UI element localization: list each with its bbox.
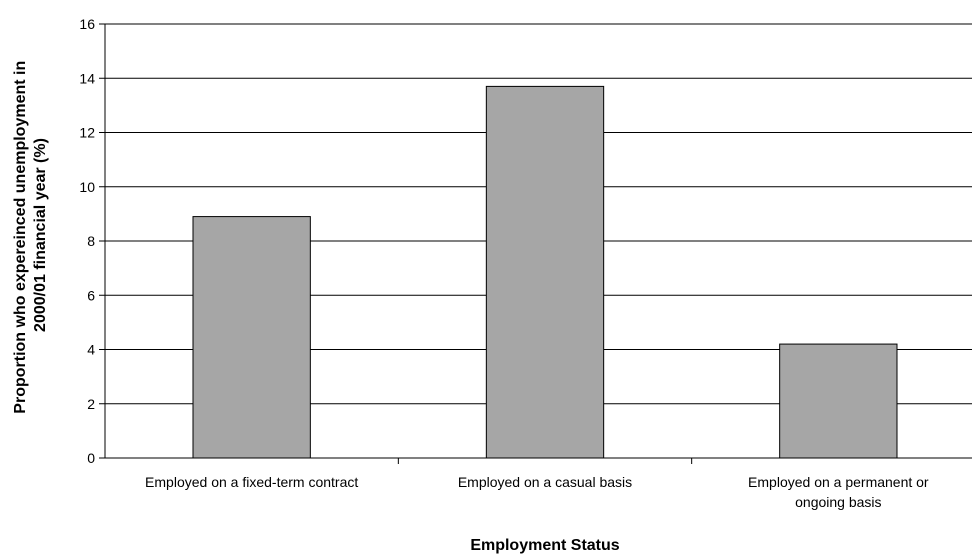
x-category-label-line: Employed on a casual basis: [458, 474, 632, 490]
axes: [99, 23, 972, 464]
x-category-label-line: Employed on a permanent or: [748, 474, 929, 490]
x-category-labels: Employed on a fixed-term contract Employe…: [145, 474, 929, 510]
y-axis-title: Proportion who expereinced unemployment …: [12, 56, 49, 413]
y-tick-label: 10: [79, 179, 95, 195]
y-tick-label: 0: [87, 450, 95, 466]
y-tick-labels: 0 2 4 6 8 10 12 14 16: [79, 16, 95, 466]
bars: [192, 85, 898, 459]
y-tick-label: 6: [87, 287, 95, 303]
y-tick-label: 14: [79, 70, 95, 86]
y-tick-label: 2: [87, 396, 95, 412]
x-axis-title: Employment Status: [470, 537, 619, 554]
y-axis-title-line-2: 2000/01 financial year (%): [32, 138, 49, 332]
x-category-label: Employed on a permanent or ongoing basis: [748, 474, 929, 510]
x-category-label: Employed on a casual basis: [458, 474, 632, 490]
y-tick-label: 12: [79, 125, 95, 141]
bar: [779, 343, 898, 459]
y-tick-label: 4: [87, 342, 95, 358]
x-category-label: Employed on a fixed-term contract: [145, 474, 358, 490]
bar: [485, 85, 605, 459]
x-category-label-line: ongoing basis: [795, 494, 881, 510]
y-tick-label: 8: [87, 233, 95, 249]
x-category-label-line: Employed on a fixed-term contract: [145, 474, 358, 490]
bar: [192, 216, 311, 459]
y-tick-label: 16: [79, 16, 95, 32]
y-axis-title-line-1: Proportion who expereinced unemployment …: [12, 61, 29, 414]
